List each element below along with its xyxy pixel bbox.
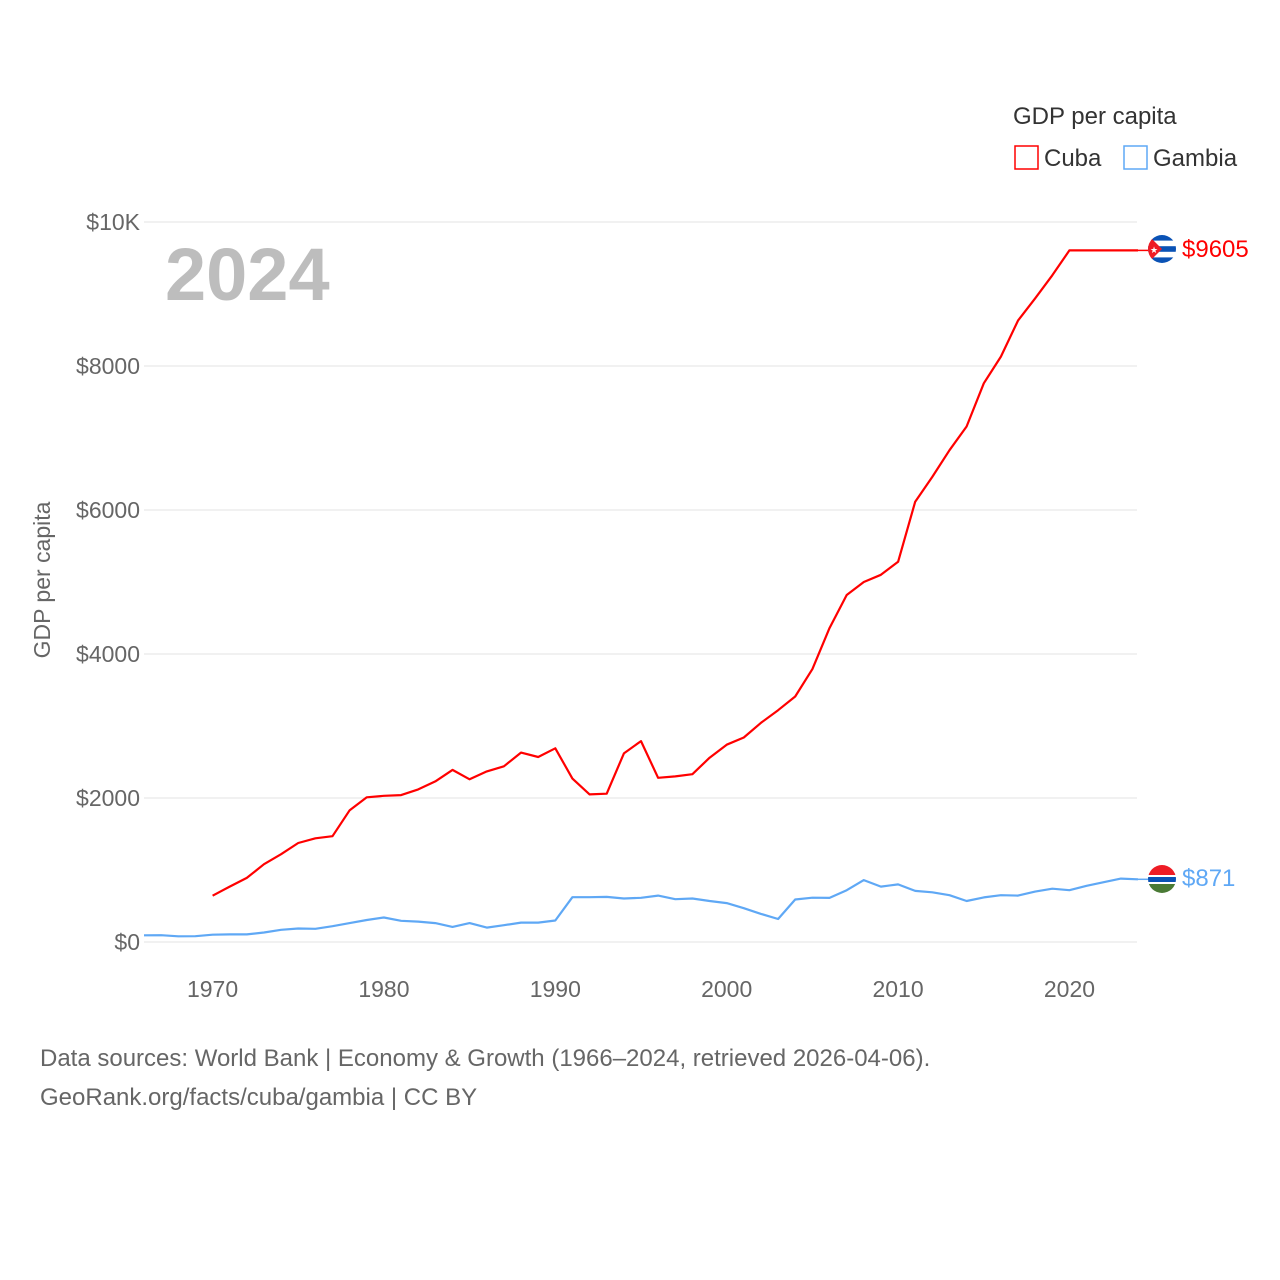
legend-swatch-gambia[interactable]: [1123, 145, 1148, 170]
y-tick-label: $0: [114, 929, 140, 955]
gridlines: [144, 221, 1137, 943]
y-axis-label: GDP per capita: [29, 501, 55, 658]
legend-title: GDP per capita: [1013, 103, 1177, 130]
gambia-end-label: $871: [1182, 865, 1235, 892]
legend-label-cuba[interactable]: Cuba: [1044, 145, 1102, 172]
y-tick-label: $6000: [76, 497, 140, 523]
y-tick-label: $4000: [76, 641, 140, 667]
series-line-cuba: [212, 249, 1138, 897]
x-tick-label: 2010: [872, 976, 923, 1002]
x-axis: 1970 1980 1990 2000 2010 2020: [187, 976, 1095, 1002]
legend-label-gambia[interactable]: Gambia: [1153, 145, 1238, 172]
y-axis: $0 $2000 $4000 $6000 $8000 $10K: [76, 209, 141, 955]
cuba-flag-icon: ★: [1148, 235, 1176, 263]
series-lines: [143, 249, 1148, 938]
y-tick-label: $8000: [76, 353, 140, 379]
x-tick-label: 1990: [530, 976, 581, 1002]
legend-swatch-cuba[interactable]: [1014, 145, 1039, 170]
x-tick-label: 1980: [358, 976, 409, 1002]
y-tick-label: $2000: [76, 785, 140, 811]
x-tick-label: 2020: [1044, 976, 1095, 1002]
gambia-flag-icon: [1148, 865, 1176, 893]
series-line-gambia: [143, 877, 1139, 938]
x-tick-label: 1970: [187, 976, 238, 1002]
cuba-end-label: $9605: [1182, 236, 1249, 263]
footer-link[interactable]: GeoRank.org/facts/cuba/gambia | CC BY: [40, 1084, 478, 1111]
year-label: 2024: [165, 233, 330, 316]
legend: GDP per capita Cuba Gambia: [1013, 103, 1238, 172]
y-tick-label: $10K: [86, 209, 140, 235]
x-tick-label: 2000: [701, 976, 752, 1002]
svg-text:★: ★: [1150, 245, 1158, 255]
footer-sources: Data sources: World Bank | Economy & Gro…: [40, 1045, 931, 1072]
